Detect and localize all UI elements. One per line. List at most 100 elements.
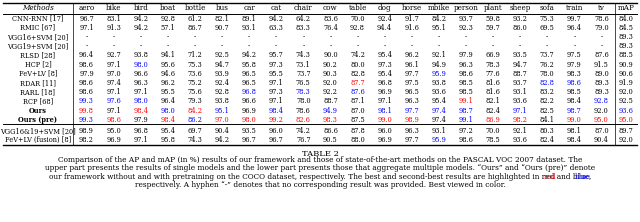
- Text: 57.1: 57.1: [161, 24, 175, 32]
- Text: 89.3: 89.3: [594, 79, 609, 87]
- Text: 88.7: 88.7: [323, 97, 338, 105]
- Text: sofa: sofa: [540, 4, 555, 12]
- Text: 97.4: 97.4: [431, 116, 446, 124]
- Text: 98.0: 98.0: [242, 116, 257, 124]
- Text: VGG16+SVM [20]: VGG16+SVM [20]: [8, 33, 68, 41]
- Text: 92.1: 92.1: [513, 127, 527, 135]
- Text: 96.5: 96.5: [242, 79, 257, 87]
- Text: our framework without and with pretraining on the COCO dataset, respectively. Th: our framework without and with pretraini…: [49, 173, 591, 181]
- Text: horse: horse: [402, 4, 422, 12]
- Text: Comparison of the AP and mAP (in %) results of our framework and those of state-: Comparison of the AP and mAP (in %) resu…: [58, 156, 582, 164]
- Text: 96.3: 96.3: [133, 79, 148, 87]
- Text: -: -: [573, 33, 575, 41]
- Text: 75.2: 75.2: [188, 79, 202, 87]
- Text: 99.3: 99.3: [79, 116, 94, 124]
- Text: -: -: [194, 33, 196, 41]
- Text: 97.7: 97.7: [404, 107, 419, 115]
- Text: 95.7: 95.7: [269, 52, 284, 59]
- Text: 97.2: 97.2: [459, 127, 474, 135]
- Text: 82.1: 82.1: [214, 15, 230, 23]
- Text: 97.1: 97.1: [133, 88, 148, 96]
- Text: 80.3: 80.3: [540, 127, 555, 135]
- Text: 73.7: 73.7: [540, 52, 555, 59]
- Text: 98.0: 98.0: [161, 107, 175, 115]
- Text: 96.7: 96.7: [79, 15, 94, 23]
- Text: 93.2: 93.2: [513, 15, 527, 23]
- Text: 96.6: 96.6: [242, 97, 257, 105]
- Text: 98.5: 98.5: [458, 79, 474, 87]
- Text: 95.8: 95.8: [242, 61, 257, 69]
- Text: 97.9: 97.9: [133, 116, 148, 124]
- Text: 98.6: 98.6: [567, 79, 582, 87]
- Text: 70.0: 70.0: [486, 127, 500, 135]
- Text: 89.3: 89.3: [594, 88, 609, 96]
- Text: 99.0: 99.0: [567, 116, 582, 124]
- Text: 76.7: 76.7: [296, 136, 310, 144]
- Text: 92.0: 92.0: [619, 136, 634, 144]
- Text: 98.4: 98.4: [133, 107, 148, 115]
- Text: 94.2: 94.2: [133, 24, 148, 32]
- Text: our framework without and with pretraining on the COCO dataset, respectively. Th: our framework without and with pretraini…: [49, 173, 591, 181]
- Text: 95.5: 95.5: [269, 70, 284, 78]
- Text: 94.4: 94.4: [377, 24, 392, 32]
- Text: 99.1: 99.1: [458, 97, 474, 105]
- Text: 95.1: 95.1: [214, 107, 230, 115]
- Text: 98.4: 98.4: [567, 136, 582, 144]
- Text: 61.2: 61.2: [188, 15, 202, 23]
- Text: 78.0: 78.0: [296, 97, 310, 105]
- Text: 70.0: 70.0: [350, 15, 365, 23]
- Text: 93.1: 93.1: [513, 88, 527, 96]
- Text: -: -: [465, 33, 467, 41]
- Text: 95.0: 95.0: [106, 127, 121, 135]
- Text: 98.6: 98.6: [79, 61, 94, 69]
- Text: 96.0: 96.0: [269, 127, 284, 135]
- Text: -: -: [330, 33, 332, 41]
- Text: train: train: [566, 4, 583, 12]
- Text: 98.6: 98.6: [458, 70, 474, 78]
- Text: 92.8: 92.8: [350, 24, 365, 32]
- Text: 96.4: 96.4: [161, 97, 175, 105]
- Text: sheep: sheep: [509, 4, 531, 12]
- Text: 96.8: 96.8: [377, 79, 392, 87]
- Text: 98.3: 98.3: [567, 70, 582, 78]
- Text: 92.8: 92.8: [214, 88, 230, 96]
- Text: 93.8: 93.8: [133, 52, 148, 59]
- Text: -: -: [546, 42, 548, 50]
- Text: 98.6: 98.6: [79, 88, 94, 96]
- Text: 96.2: 96.2: [404, 52, 419, 59]
- Text: -: -: [492, 42, 494, 50]
- Text: 93.8: 93.8: [214, 97, 230, 105]
- Text: aero: aero: [79, 4, 95, 12]
- Text: 90.5: 90.5: [323, 136, 338, 144]
- Text: 73.7: 73.7: [296, 70, 310, 78]
- Text: -: -: [194, 42, 196, 50]
- Text: 84.0: 84.0: [619, 15, 634, 23]
- Text: -: -: [248, 33, 250, 41]
- Text: 97.4: 97.4: [431, 107, 446, 115]
- Text: 88.7: 88.7: [513, 70, 527, 78]
- Text: cat: cat: [271, 4, 282, 12]
- Text: 92.0: 92.0: [323, 79, 338, 87]
- Text: RARL [18]: RARL [18]: [20, 88, 56, 96]
- Text: 82.5: 82.5: [540, 107, 555, 115]
- Text: 98.3: 98.3: [323, 116, 338, 124]
- Text: 97.3: 97.3: [377, 61, 392, 69]
- Text: 97.7: 97.7: [404, 136, 419, 144]
- Text: 91.5: 91.5: [594, 61, 609, 69]
- Text: -: -: [438, 42, 440, 50]
- Text: 86.0: 86.0: [513, 24, 527, 32]
- Text: 95.8: 95.8: [161, 136, 175, 144]
- Text: -: -: [383, 42, 386, 50]
- Text: 59.8: 59.8: [486, 15, 500, 23]
- Text: 92.8: 92.8: [161, 15, 175, 23]
- Text: 96.3: 96.3: [404, 127, 419, 135]
- Text: mAP: mAP: [618, 4, 634, 12]
- Text: 94.7: 94.7: [214, 61, 230, 69]
- Text: CNN-RNN [17]: CNN-RNN [17]: [12, 15, 64, 23]
- Text: -: -: [465, 42, 467, 50]
- Text: -: -: [85, 42, 88, 50]
- Text: 76.4: 76.4: [323, 24, 338, 32]
- Text: red: red: [544, 173, 557, 181]
- Text: 93.5: 93.5: [513, 52, 527, 59]
- Text: 82.8: 82.8: [350, 70, 365, 78]
